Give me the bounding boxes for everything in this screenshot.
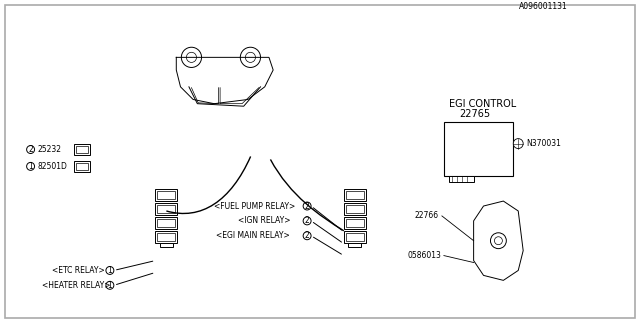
Circle shape [303, 217, 311, 225]
Bar [346, 191, 364, 199]
Text: <HEATER RELAY>: <HEATER RELAY> [42, 281, 111, 290]
Bar [346, 219, 364, 227]
Bar [74, 161, 90, 172]
Circle shape [27, 163, 35, 170]
Circle shape [303, 202, 311, 210]
Text: EGI CONTROL: EGI CONTROL [449, 99, 516, 109]
Circle shape [27, 146, 35, 154]
Bar [449, 176, 474, 182]
Bar [76, 163, 88, 170]
Bar [346, 233, 364, 241]
Text: <ETC RELAY>: <ETC RELAY> [52, 266, 105, 275]
Circle shape [106, 281, 114, 289]
Bar [346, 205, 364, 213]
Text: 1: 1 [28, 162, 33, 171]
Circle shape [490, 233, 506, 249]
Text: 2: 2 [305, 202, 310, 211]
Bar [157, 233, 175, 241]
Circle shape [186, 52, 196, 62]
Bar [344, 231, 365, 243]
Circle shape [245, 52, 255, 62]
Text: 2: 2 [305, 231, 310, 240]
Text: 2: 2 [28, 145, 33, 154]
Text: 22765: 22765 [459, 109, 490, 119]
Bar [156, 203, 177, 215]
Circle shape [513, 139, 523, 148]
Bar [344, 203, 365, 215]
Circle shape [303, 232, 311, 240]
Bar [156, 217, 177, 229]
Bar [157, 219, 175, 227]
Bar [344, 189, 365, 201]
Circle shape [106, 267, 114, 275]
Text: A096001131: A096001131 [519, 2, 568, 11]
Text: 22766: 22766 [414, 212, 438, 220]
Text: 2: 2 [305, 216, 310, 225]
Text: N370031: N370031 [526, 139, 561, 148]
Text: 82501D: 82501D [38, 162, 67, 171]
Bar [76, 146, 88, 153]
Bar [348, 243, 361, 247]
Circle shape [495, 237, 502, 245]
Circle shape [181, 47, 202, 68]
Bar [444, 122, 513, 176]
Bar [156, 189, 177, 201]
Circle shape [240, 47, 260, 68]
Text: 25232: 25232 [38, 145, 61, 154]
Text: 1: 1 [108, 266, 112, 275]
Bar [157, 191, 175, 199]
Text: 0586013: 0586013 [407, 251, 441, 260]
Bar [344, 217, 365, 229]
Text: <FUEL PUMP RELAY>: <FUEL PUMP RELAY> [214, 202, 295, 211]
Text: 1: 1 [108, 281, 112, 290]
Bar [156, 231, 177, 243]
Bar [157, 205, 175, 213]
Bar [160, 243, 173, 247]
Text: <EGI MAIN RELAY>: <EGI MAIN RELAY> [216, 231, 290, 240]
Bar [74, 144, 90, 155]
Text: <IGN RELAY>: <IGN RELAY> [237, 216, 290, 225]
